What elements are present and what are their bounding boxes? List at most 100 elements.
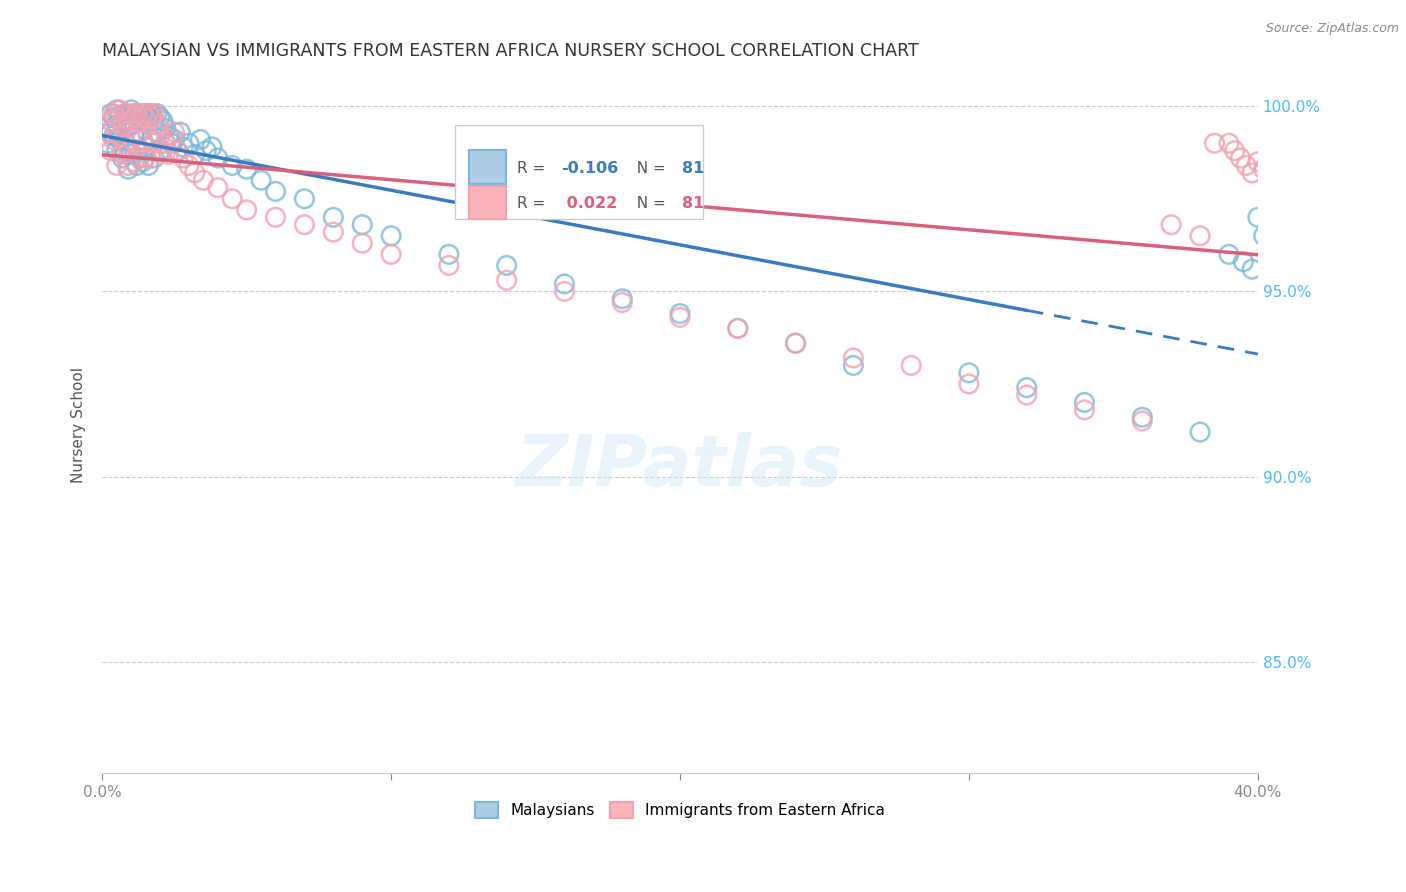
- Point: [1204, 136, 1226, 151]
- Point: [143, 136, 166, 151]
- Point: [111, 114, 134, 128]
- Point: [131, 114, 153, 128]
- Point: [1232, 254, 1254, 268]
- Point: [294, 218, 316, 232]
- Point: [97, 136, 120, 151]
- Text: 81: 81: [682, 161, 704, 176]
- Point: [103, 111, 125, 125]
- Point: [122, 111, 145, 125]
- Point: [1073, 395, 1095, 409]
- Point: [785, 336, 807, 351]
- Point: [163, 132, 186, 146]
- Legend: Malaysians, Immigrants from Eastern Africa: Malaysians, Immigrants from Eastern Afri…: [470, 796, 891, 824]
- Point: [172, 140, 194, 154]
- Point: [207, 180, 229, 194]
- Point: [1247, 154, 1270, 169]
- Point: [1160, 218, 1182, 232]
- Point: [135, 151, 157, 165]
- Point: [149, 111, 172, 125]
- Point: [957, 376, 980, 391]
- Point: [125, 158, 148, 172]
- Point: [105, 111, 128, 125]
- Point: [160, 136, 183, 151]
- Point: [1015, 388, 1038, 402]
- Point: [100, 114, 122, 128]
- Point: [201, 140, 224, 154]
- Point: [114, 121, 136, 136]
- Point: [437, 259, 460, 273]
- Point: [128, 151, 150, 165]
- Point: [235, 202, 257, 217]
- Point: [120, 106, 142, 120]
- Point: [105, 118, 128, 132]
- Point: [117, 162, 139, 177]
- FancyBboxPatch shape: [468, 151, 506, 184]
- Point: [264, 211, 287, 225]
- Point: [380, 228, 402, 243]
- Point: [1229, 151, 1251, 165]
- Point: [157, 147, 180, 161]
- Point: [669, 307, 692, 321]
- Point: [1218, 136, 1240, 151]
- Point: [146, 118, 169, 132]
- Point: [117, 158, 139, 172]
- Point: [97, 125, 120, 139]
- Point: [1253, 162, 1275, 177]
- Point: [1258, 169, 1281, 184]
- Point: [1189, 425, 1212, 439]
- Point: [380, 247, 402, 261]
- Point: [108, 132, 131, 146]
- Point: [131, 106, 153, 120]
- Point: [172, 151, 194, 165]
- Point: [149, 128, 172, 143]
- FancyBboxPatch shape: [468, 186, 506, 219]
- Text: MALAYSIAN VS IMMIGRANTS FROM EASTERN AFRICA NURSERY SCHOOL CORRELATION CHART: MALAYSIAN VS IMMIGRANTS FROM EASTERN AFR…: [103, 42, 920, 60]
- Point: [264, 185, 287, 199]
- Text: Source: ZipAtlas.com: Source: ZipAtlas.com: [1265, 22, 1399, 36]
- Point: [727, 321, 749, 335]
- Point: [125, 111, 148, 125]
- Point: [141, 106, 163, 120]
- Point: [114, 106, 136, 120]
- Point: [155, 121, 177, 136]
- Point: [190, 132, 212, 146]
- Point: [141, 111, 163, 125]
- Point: [785, 336, 807, 351]
- Point: [437, 247, 460, 261]
- Point: [842, 351, 865, 365]
- Point: [152, 144, 174, 158]
- Point: [120, 103, 142, 117]
- Point: [1261, 240, 1284, 254]
- Point: [352, 218, 374, 232]
- Point: [900, 359, 922, 373]
- Point: [122, 128, 145, 143]
- Point: [125, 106, 148, 120]
- Point: [114, 106, 136, 120]
- Point: [122, 154, 145, 169]
- Point: [322, 225, 344, 239]
- Text: N =: N =: [627, 196, 671, 211]
- Point: [1241, 166, 1264, 180]
- Point: [117, 114, 139, 128]
- Point: [100, 144, 122, 158]
- Point: [117, 114, 139, 128]
- Point: [111, 114, 134, 128]
- Point: [138, 158, 160, 172]
- Point: [842, 359, 865, 373]
- Point: [131, 154, 153, 169]
- Text: -0.106: -0.106: [561, 161, 619, 176]
- Point: [143, 106, 166, 120]
- Point: [141, 151, 163, 165]
- Point: [108, 103, 131, 117]
- Point: [322, 211, 344, 225]
- Point: [612, 295, 634, 310]
- Point: [177, 158, 200, 172]
- Point: [105, 144, 128, 158]
- Point: [163, 125, 186, 139]
- Point: [105, 103, 128, 117]
- Point: [1275, 192, 1298, 206]
- FancyBboxPatch shape: [454, 125, 703, 219]
- Point: [1218, 247, 1240, 261]
- Point: [160, 132, 183, 146]
- Point: [250, 173, 273, 187]
